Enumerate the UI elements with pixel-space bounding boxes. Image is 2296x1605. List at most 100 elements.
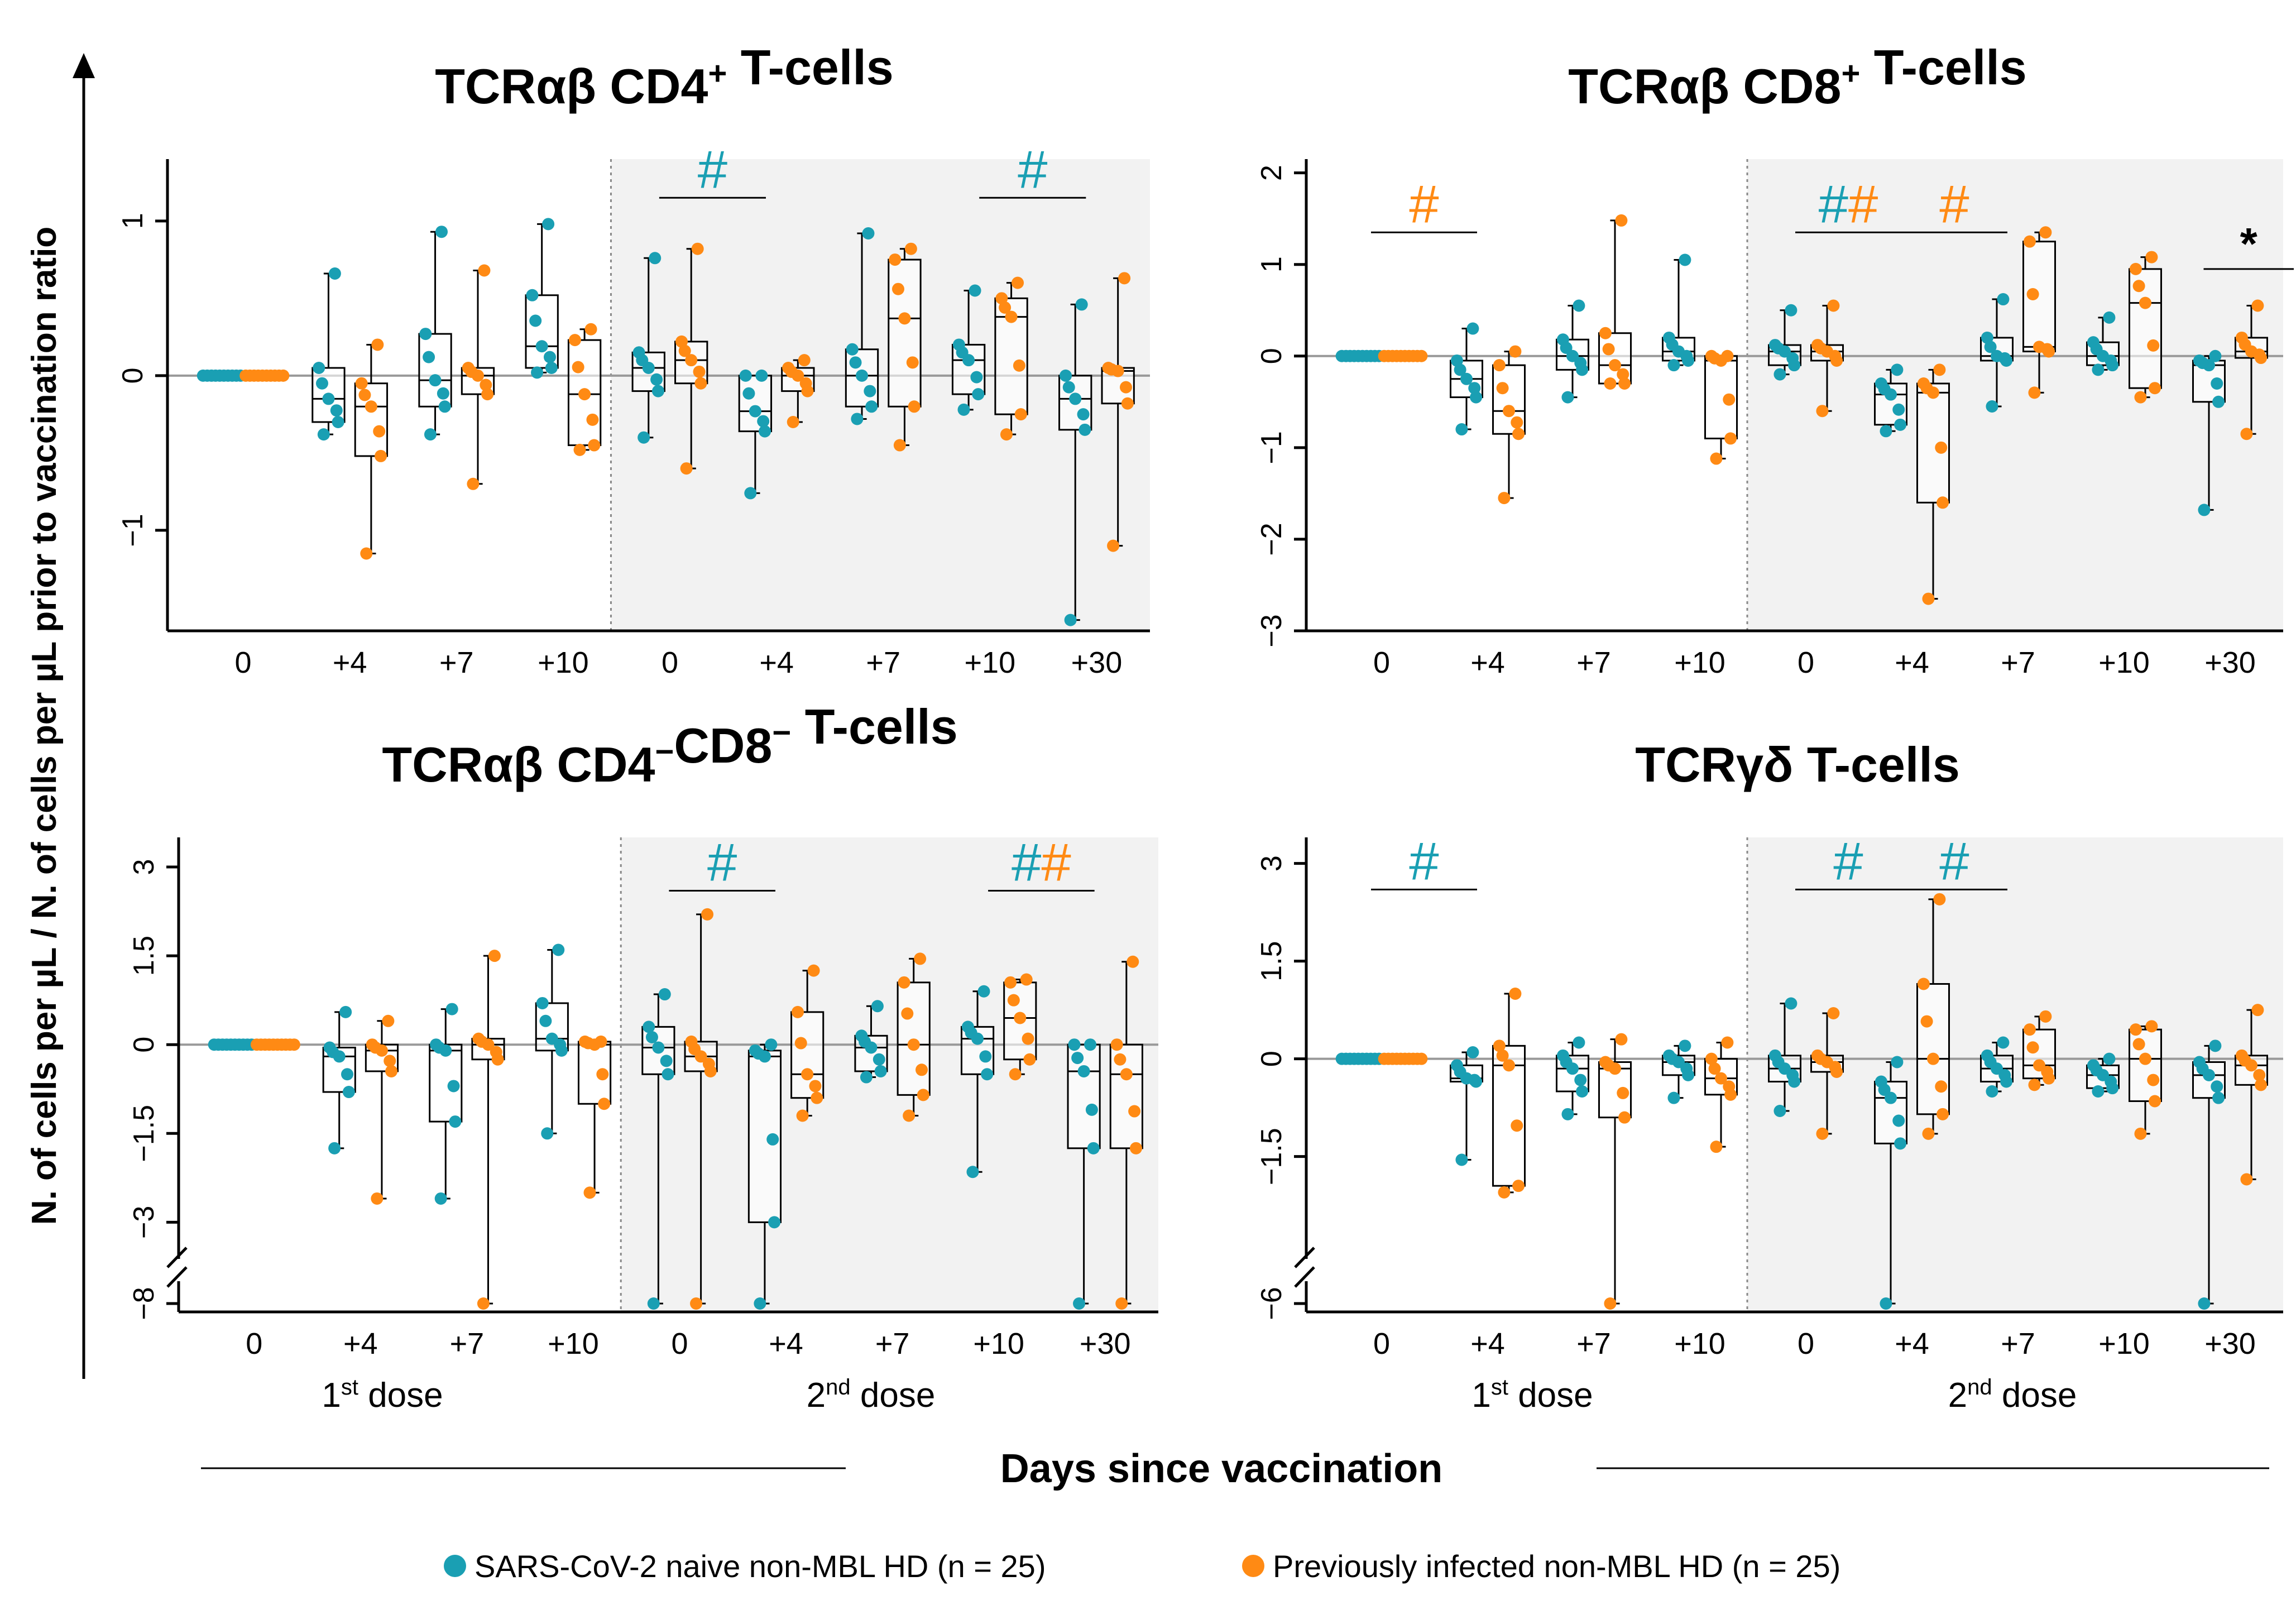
box-infected-5 (790, 964, 825, 1122)
data-point (1710, 1141, 1723, 1153)
data-point (1014, 408, 1027, 421)
data-point (1786, 352, 1799, 365)
data-point (647, 1297, 660, 1310)
data-point (1814, 1052, 1827, 1065)
data-point (435, 226, 448, 238)
data-point (1415, 1052, 1428, 1065)
box-naive-4 (641, 988, 675, 1310)
data-point (1115, 1297, 1128, 1310)
data-point (977, 985, 990, 998)
data-point (1602, 1059, 1615, 1072)
data-point (2239, 1054, 2251, 1067)
data-point (2239, 338, 2251, 351)
data-point (1470, 391, 1483, 404)
data-point (2147, 339, 2160, 352)
data-point (2251, 1004, 2264, 1017)
data-point (906, 356, 919, 369)
x-tick-label: +7 (439, 646, 474, 679)
data-point (467, 477, 480, 490)
y-tick-label: −1.5 (1255, 1128, 1288, 1185)
box-infected-3 (1704, 349, 1738, 465)
box-naive-8 (1067, 1038, 1101, 1310)
box-infected-4 (1810, 1007, 1844, 1140)
data-point (901, 1007, 914, 1020)
data-point (766, 1133, 779, 1146)
data-point (2026, 1041, 2039, 1054)
data-point (481, 388, 494, 401)
data-point (1511, 1119, 1523, 1132)
data-point (578, 388, 591, 401)
data-point (1075, 298, 1088, 311)
dose1-label-right: 1st dose (1471, 1375, 1593, 1415)
y-axis-arrowhead (73, 53, 95, 78)
box-naive-6 (845, 227, 879, 425)
data-point (1920, 382, 1933, 395)
data-point (1984, 341, 1997, 353)
data-point (1007, 994, 1020, 1007)
data-point (2149, 382, 2161, 395)
data-point (1127, 955, 1139, 968)
svg-text:##: ## (1012, 832, 1071, 892)
data-point (1935, 441, 1948, 454)
data-point (332, 415, 344, 428)
data-point (2149, 1095, 2161, 1108)
data-point (752, 1047, 765, 1060)
data-point (2105, 1075, 2117, 1088)
data-point (447, 1080, 460, 1093)
data-point (1498, 1186, 1511, 1199)
data-point (1009, 1068, 1022, 1081)
data-point (1829, 349, 1842, 362)
data-point (1892, 1114, 1905, 1127)
data-point (1984, 1056, 1997, 1069)
data-point (768, 1216, 781, 1229)
box-naive-2 (418, 226, 452, 441)
data-point (2023, 235, 2036, 248)
data-point (2240, 428, 2253, 440)
data-point (757, 415, 770, 428)
data-point (701, 908, 714, 921)
data-point (478, 264, 491, 277)
panel-title: TCRαβ CD4+ T-cells (435, 40, 893, 114)
data-point (2092, 363, 2105, 376)
y-tick-label: 0 (1255, 348, 1288, 364)
data-point (1917, 978, 1930, 990)
x-tick-label: 0 (235, 646, 252, 679)
x-tick-label: +10 (538, 646, 589, 679)
data-point (1004, 976, 1017, 989)
svg-text:#: # (1409, 831, 1439, 891)
data-point (385, 1065, 398, 1077)
data-point (1020, 973, 1033, 986)
data-point (636, 354, 649, 367)
data-point (1602, 343, 1615, 356)
x-tick-label: +7 (2001, 1327, 2035, 1360)
panel-title: TCRαβ CD8+ T-cells (1568, 40, 2026, 114)
data-point (1880, 1297, 1892, 1310)
data-point (384, 1055, 396, 1067)
data-point (568, 334, 581, 347)
data-point (864, 385, 876, 397)
data-point (1496, 382, 1509, 395)
data-point (1667, 1091, 1680, 1104)
data-point (1679, 1039, 1691, 1052)
data-point (1705, 1052, 1718, 1065)
data-point (1609, 359, 1621, 372)
data-point (2240, 1173, 2253, 1186)
data-point (1773, 1105, 1786, 1117)
y-tick-label: −2 (1255, 523, 1288, 555)
data-point (313, 362, 325, 375)
data-point (637, 431, 650, 444)
data-point (488, 950, 501, 962)
data-point (1503, 405, 1515, 418)
data-point (1933, 363, 1946, 376)
significance-annotation: # (669, 832, 775, 892)
data-point (871, 1000, 884, 1013)
y-tick-label: −3 (128, 1206, 160, 1239)
box-naive-5 (1874, 1056, 1907, 1310)
data-point (1466, 1046, 1479, 1058)
legend: SARS-CoV-2 naive non-MBL HD (n = 25) Pre… (444, 1549, 1840, 1584)
data-point (678, 344, 691, 357)
data-point (1680, 1062, 1693, 1075)
box-naive-3 (525, 218, 559, 379)
data-point (1723, 393, 1736, 406)
data-point (966, 1166, 979, 1178)
